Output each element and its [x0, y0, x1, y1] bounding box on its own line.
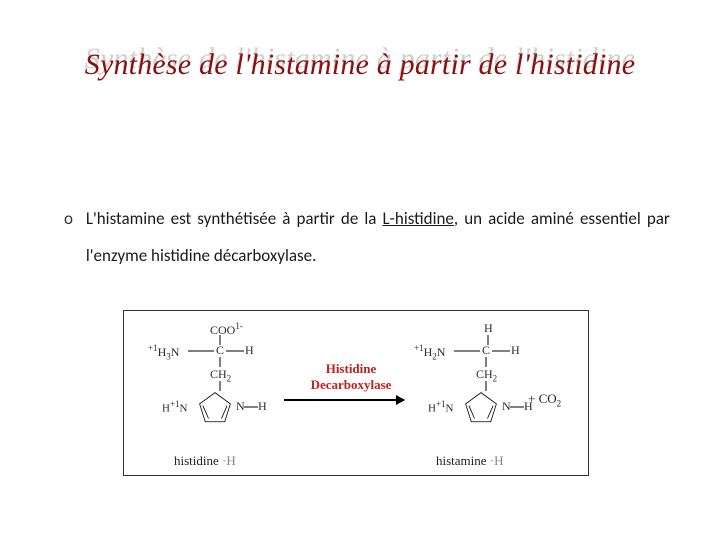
ring-n1: H+1N: [162, 399, 187, 415]
amine-charge: +1H3N: [148, 343, 179, 361]
bullet: o: [64, 200, 82, 237]
ring-h: H: [258, 399, 267, 414]
imidazole-ring-icon: [194, 391, 236, 425]
c1h: H: [511, 343, 520, 358]
c1: C: [216, 343, 224, 358]
imidazole-ring-icon: [460, 391, 502, 425]
reaction-diagram: COO1- +1H3N C H CH2 H+1N N H Hist: [123, 310, 589, 476]
enzyme-label: Histidine Decarboxylase: [296, 361, 406, 392]
coo-group: COO1-: [210, 321, 243, 338]
body-p1: L'histamine est synthétisée à partir de …: [86, 208, 383, 229]
title-main: Synthèse de l'histamine à partir de l'hi…: [0, 48, 720, 82]
ring-n1: H+1N: [428, 399, 453, 415]
c1: C: [482, 343, 490, 358]
c1h: H: [245, 343, 254, 358]
body-inner: L'histamine est synthétisée à partir de …: [86, 200, 670, 275]
reaction-arrow-icon: [284, 399, 404, 401]
top-h: H: [484, 321, 493, 336]
body-paragraph: o L'histamine est synthétisée à partir d…: [64, 200, 670, 275]
amine: +1H2N: [414, 343, 445, 361]
co2-product: + CO2: [528, 391, 561, 409]
label-histidine: histidine ·H: [174, 453, 236, 469]
slide-title: Synthèse de l'histamine à partir de l'hi…: [0, 48, 720, 82]
label-histamine: histamine ·H: [436, 453, 504, 469]
body-link: L-histidine: [383, 208, 454, 229]
